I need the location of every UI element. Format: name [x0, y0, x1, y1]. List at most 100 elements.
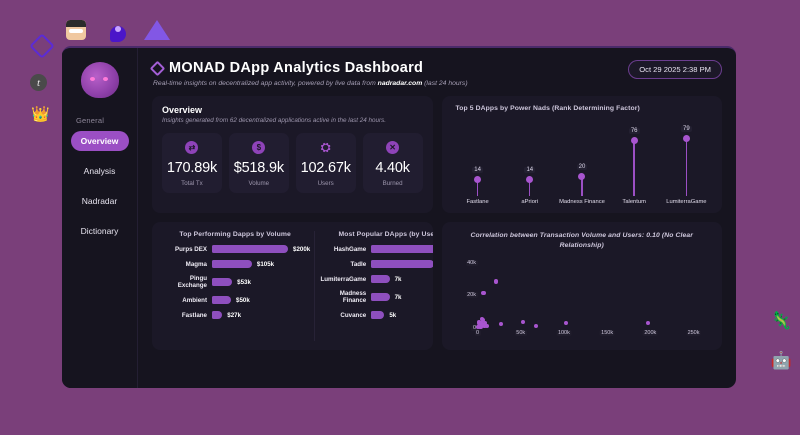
x-axis-tick: 0	[474, 329, 481, 336]
scatter-point	[493, 279, 498, 284]
sidebar-item-label: Overview	[80, 136, 119, 146]
triangle-glyph	[144, 20, 170, 40]
stat-value: 4.40k	[375, 160, 410, 176]
title-row: MONAD DApp Analytics Dashboard	[149, 60, 468, 76]
robot-emoji-icon[interactable]: 🤖	[770, 351, 792, 370]
scatter-point	[563, 320, 568, 325]
stat-card-burned[interactable]: ✕ 4.40k Burned	[362, 133, 423, 193]
scatter-point	[482, 323, 487, 328]
scatter-point	[534, 323, 539, 328]
x-axis-tick: 250k	[686, 329, 701, 336]
bar-value: $200k	[293, 245, 311, 253]
lollipop-value: 79	[681, 126, 692, 132]
bar-label: Ambient	[182, 296, 207, 304]
stat-label: Volume	[248, 180, 270, 187]
bar-fill	[212, 296, 231, 304]
bar-row: Pingu Exchange $53k	[160, 275, 310, 289]
bar-value: $105k	[256, 260, 275, 268]
page-title: MONAD DApp Analytics Dashboard	[169, 60, 423, 76]
bar-fill	[212, 311, 223, 319]
bar-fill	[212, 260, 252, 268]
bar-fill	[371, 245, 433, 253]
stat-label: Total Tx	[181, 180, 203, 187]
correlation-title: Correlation between Transaction Volume a…	[470, 232, 693, 249]
header-subtitle: Real-time insights on decentralized app …	[153, 80, 468, 87]
header-left: MONAD DApp Analytics Dashboard Real-time…	[149, 60, 468, 87]
subtitle-suffix: (last 24 hours)	[422, 80, 468, 87]
y-axis-tick: 40k	[465, 259, 478, 266]
sidebar-item-analysis[interactable]: Analysis	[71, 161, 129, 181]
crown-emoji-icon[interactable]: 👑	[31, 106, 50, 123]
triangle-icon[interactable]	[144, 20, 170, 40]
volume-bars-section: Top Performing Dapps by Volume Purps DEX…	[156, 231, 316, 341]
bar-label: Purps DEX	[175, 245, 207, 253]
diamond-glyph	[29, 33, 55, 59]
diamond-icon	[149, 60, 166, 76]
date-badge[interactable]: Oct 29 2025 2:38 PM	[628, 60, 722, 79]
t-badge-letter: t	[30, 74, 47, 91]
y-axis-tick: 20k	[465, 292, 478, 299]
purple-blob-glyph	[110, 26, 126, 42]
users-chart-title: Most Popular DApps (by Users)	[338, 231, 432, 238]
stat-card-volume[interactable]: $ $518.9k Volume	[228, 133, 289, 193]
lollipop-value: 20	[576, 163, 588, 170]
sidebar-item-overview[interactable]: Overview	[70, 131, 129, 151]
power-nads-panel: Top 5 DApps by Power Nads (Rank Determin…	[441, 96, 722, 213]
sidebar-item-dictionary[interactable]: Dictionary	[71, 221, 129, 241]
face-avatar-icon[interactable]	[66, 20, 86, 40]
sidebar-item-nadradar[interactable]: Nadradar	[71, 191, 129, 211]
brand-name: MONAD	[169, 60, 226, 76]
tumblr-t-badge-icon[interactable]: t	[30, 74, 47, 91]
bar-fill	[371, 275, 390, 283]
bar-fill	[371, 293, 390, 301]
overview-panel: Overview Insights generated from 62 dece…	[152, 96, 433, 213]
bar-row: LumiterraGame 7k	[319, 275, 432, 283]
bar-label: Fastlane	[181, 311, 207, 319]
bar-row: Cuvance 5k	[319, 311, 432, 319]
x-axis-tick: 100k	[556, 329, 572, 336]
bar-fill	[371, 260, 433, 268]
bar-value: $27k	[227, 311, 242, 319]
lollipop-label: Fastlane	[466, 198, 489, 205]
lollipop-value: 14	[524, 167, 536, 174]
lollipop-stem	[685, 139, 688, 196]
snake-emoji-icon[interactable]: 🦎	[770, 311, 792, 330]
bar-row: Magma $105k	[160, 260, 310, 268]
stat-value: $518.9k	[233, 160, 284, 176]
lollipop-stem	[529, 180, 531, 196]
money-glyph: $	[252, 141, 266, 154]
bar-row: Purps DEX $200k	[160, 245, 310, 253]
y-axis-tick: 0	[471, 324, 478, 331]
users-glyph: ⛭	[320, 140, 331, 154]
main-content: MONAD DApp Analytics Dashboard Real-time…	[138, 48, 736, 388]
users-bars-section: Most Popular DApps (by Users) HashGame29…	[315, 231, 433, 341]
subtitle-link[interactable]: nadradar.com	[377, 80, 423, 87]
correlation-scatter: 0 20k 40k 0 50k 100k 150k 200k 250k	[452, 256, 713, 342]
scatter-point	[476, 320, 481, 325]
lollipop-stem	[633, 141, 635, 196]
bar-fill	[212, 245, 288, 253]
lollipop-value: 14	[472, 167, 483, 174]
exchange-glyph: ⇄	[185, 141, 199, 154]
stat-card-users[interactable]: ⛭ 102.67k Users	[295, 133, 356, 193]
scatter-point	[481, 290, 486, 295]
sidebar: General Overview Analysis Nadradar Dicti…	[62, 48, 138, 388]
lollipop-item: 20 Madness Finance	[556, 155, 608, 206]
power-nads-title: Top 5 DApps by Power Nads (Rank Determin…	[455, 105, 640, 112]
lollipop-label: LumiterraGame	[666, 198, 707, 205]
stat-card-total-tx[interactable]: ⇄ 170.89k Total Tx	[162, 133, 222, 193]
bar-label: LumiterraGame	[320, 275, 367, 283]
bar-label: Madness Finance	[339, 290, 367, 304]
lollipop-item: 14 Fastlane	[452, 158, 504, 206]
purple-blob-icon[interactable]	[110, 22, 126, 42]
stat-value: 170.89k	[166, 160, 218, 176]
panel-grid: Overview Insights generated from 62 dece…	[152, 96, 722, 350]
scatter-point	[521, 320, 526, 325]
lollipop-stem	[476, 180, 479, 196]
diamond-outline-icon[interactable]	[29, 33, 55, 59]
dashboard-window: General Overview Analysis Nadradar Dicti…	[62, 46, 736, 388]
avatar[interactable]	[80, 62, 119, 98]
stat-cards: ⇄ 170.89k Total Tx $ $518.9k Volume ⛭ 10…	[162, 133, 423, 193]
overview-subtitle: Insights generated from 62 decentralized…	[162, 117, 387, 124]
bar-value: $50k	[236, 296, 250, 304]
